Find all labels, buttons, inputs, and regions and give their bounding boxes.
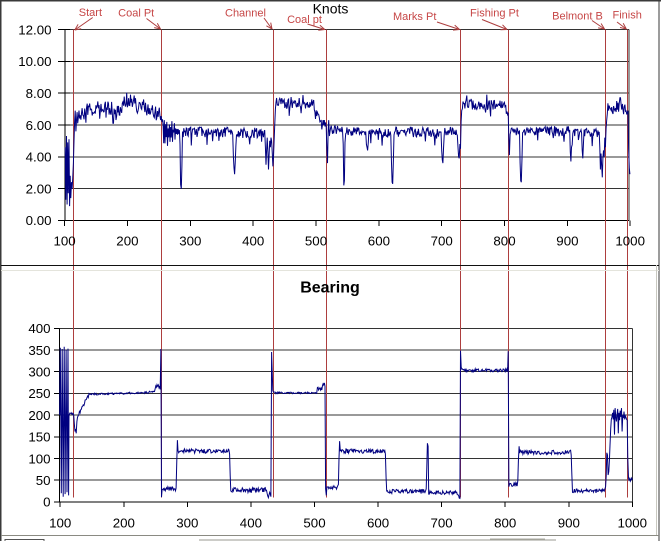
- svg-text:10.00: 10.00: [18, 54, 51, 69]
- svg-text:0.00: 0.00: [26, 213, 52, 228]
- svg-text:100: 100: [54, 234, 76, 249]
- svg-text:500: 500: [303, 516, 325, 531]
- svg-text:Fishing Pt: Fishing Pt: [470, 8, 519, 20]
- svg-text:800: 800: [493, 234, 515, 249]
- svg-text:Coal pt: Coal pt: [287, 14, 322, 26]
- svg-text:4.00: 4.00: [26, 150, 52, 165]
- svg-text:200: 200: [116, 234, 138, 249]
- svg-text:Start: Start: [79, 7, 102, 19]
- svg-text:150: 150: [28, 430, 50, 445]
- svg-text:Coal Pt: Coal Pt: [118, 8, 154, 20]
- svg-text:800: 800: [494, 516, 516, 531]
- svg-text:300: 300: [179, 234, 201, 249]
- svg-text:Finish: Finish: [613, 10, 642, 22]
- svg-text:350: 350: [28, 343, 50, 358]
- svg-text:Knots: Knots: [313, 1, 349, 17]
- svg-text:Belmont B: Belmont B: [552, 11, 603, 23]
- svg-text:200: 200: [113, 516, 135, 531]
- svg-text:400: 400: [28, 321, 50, 336]
- svg-text:300: 300: [28, 365, 50, 380]
- svg-text:250: 250: [28, 386, 50, 401]
- svg-text:600: 600: [367, 516, 389, 531]
- svg-text:500: 500: [305, 234, 327, 249]
- svg-text:600: 600: [368, 234, 390, 249]
- svg-text:6.00: 6.00: [26, 118, 52, 133]
- svg-text:700: 700: [431, 516, 453, 531]
- svg-text:900: 900: [556, 234, 578, 249]
- svg-text:900: 900: [558, 516, 580, 531]
- svg-text:Channel: Channel: [225, 8, 266, 20]
- svg-text:400: 400: [242, 234, 264, 249]
- svg-text:12.00: 12.00: [18, 22, 51, 37]
- svg-text:300: 300: [176, 516, 198, 531]
- svg-text:Bearing: Bearing: [300, 279, 360, 296]
- svg-text:200: 200: [28, 408, 50, 423]
- svg-text:1000: 1000: [615, 234, 645, 249]
- svg-text:Marks Pt: Marks Pt: [393, 11, 436, 23]
- svg-text:100: 100: [49, 516, 71, 531]
- svg-text:100: 100: [28, 451, 50, 466]
- svg-text:400: 400: [240, 516, 262, 531]
- svg-text:2.00: 2.00: [26, 181, 52, 196]
- svg-text:8.00: 8.00: [26, 86, 52, 101]
- svg-text:700: 700: [431, 234, 453, 249]
- svg-text:0: 0: [43, 495, 50, 510]
- svg-text:50: 50: [36, 473, 51, 488]
- svg-text:1000: 1000: [618, 516, 648, 531]
